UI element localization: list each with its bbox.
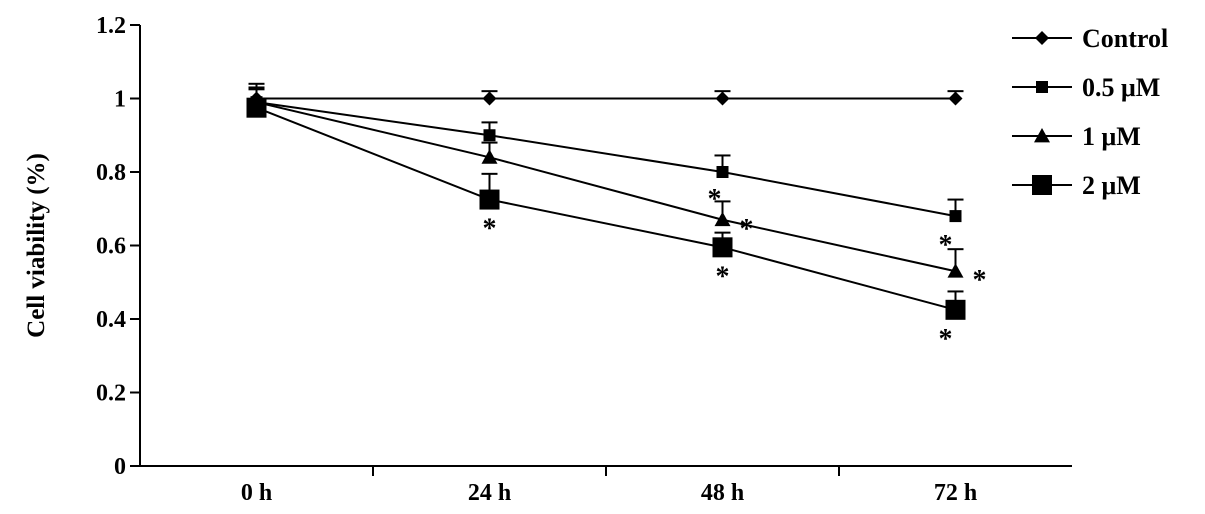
legend-label: 0.5 μM <box>1082 73 1160 102</box>
significance-marker: * <box>939 324 953 355</box>
legend-marker <box>1035 31 1049 45</box>
data-point <box>712 237 733 258</box>
data-point <box>945 299 966 320</box>
series-3 <box>246 88 966 320</box>
data-point <box>715 91 730 106</box>
y-tick-label: 0 <box>114 454 126 480</box>
series-0 <box>248 86 964 106</box>
data-point <box>714 211 731 227</box>
y-tick-label: 0.2 <box>96 381 126 407</box>
y-axis-label: Cell viability (%) <box>23 153 50 338</box>
significance-marker: * <box>973 265 987 296</box>
significance-marker: * <box>483 214 497 245</box>
x-tick-label: 0 h <box>241 480 272 506</box>
data-point <box>949 210 962 223</box>
data-point <box>479 189 500 210</box>
y-tick-label: 0.4 <box>96 307 126 333</box>
data-point <box>948 91 963 106</box>
series-line <box>256 101 956 273</box>
significance-marker: * <box>716 261 730 292</box>
legend: Control 0.5 μM 1 μM 2 μM <box>1012 24 1168 200</box>
data-point <box>483 129 496 142</box>
axes: 0 0.2 0.4 0.6 0.8 1 1.2 0 h 24 h 48 h 72 h <box>96 13 1072 506</box>
legend-marker <box>1034 128 1050 143</box>
significance-marker: * <box>708 184 722 215</box>
legend-item-3: 2 μM <box>1012 171 1141 200</box>
data-point <box>947 263 964 278</box>
series-2 <box>248 82 964 278</box>
y-tick-label: 1.2 <box>96 13 126 39</box>
x-tick-label: 48 h <box>701 480 744 506</box>
data-point <box>481 149 498 164</box>
series-line <box>256 106 956 311</box>
legend-item-0: Control <box>1012 24 1168 53</box>
y-tick-label: 0.6 <box>96 234 126 260</box>
legend-label: 1 μM <box>1082 122 1141 151</box>
legend-label: 2 μM <box>1082 171 1141 200</box>
y-tick-label: 0.8 <box>96 160 126 186</box>
legend-item-1: 0.5 μM <box>1012 73 1160 102</box>
series-1 <box>248 86 964 223</box>
legend-marker <box>1032 175 1052 195</box>
y-tick-label: 1 <box>114 87 126 113</box>
significance-marker: * <box>740 214 754 245</box>
significance-marker: * <box>939 230 953 261</box>
legend-marker <box>1036 81 1048 93</box>
legend-label: Control <box>1082 24 1168 53</box>
annotation-layer: * * * * * * * <box>483 184 987 355</box>
legend-item-2: 1 μM <box>1012 122 1141 151</box>
data-point <box>482 91 497 106</box>
series-line <box>256 101 956 218</box>
data-point <box>716 166 729 178</box>
x-tick-label: 24 h <box>468 480 511 506</box>
series-layer <box>246 82 966 320</box>
data-point <box>246 97 267 118</box>
x-tick-label: 72 h <box>934 480 977 506</box>
